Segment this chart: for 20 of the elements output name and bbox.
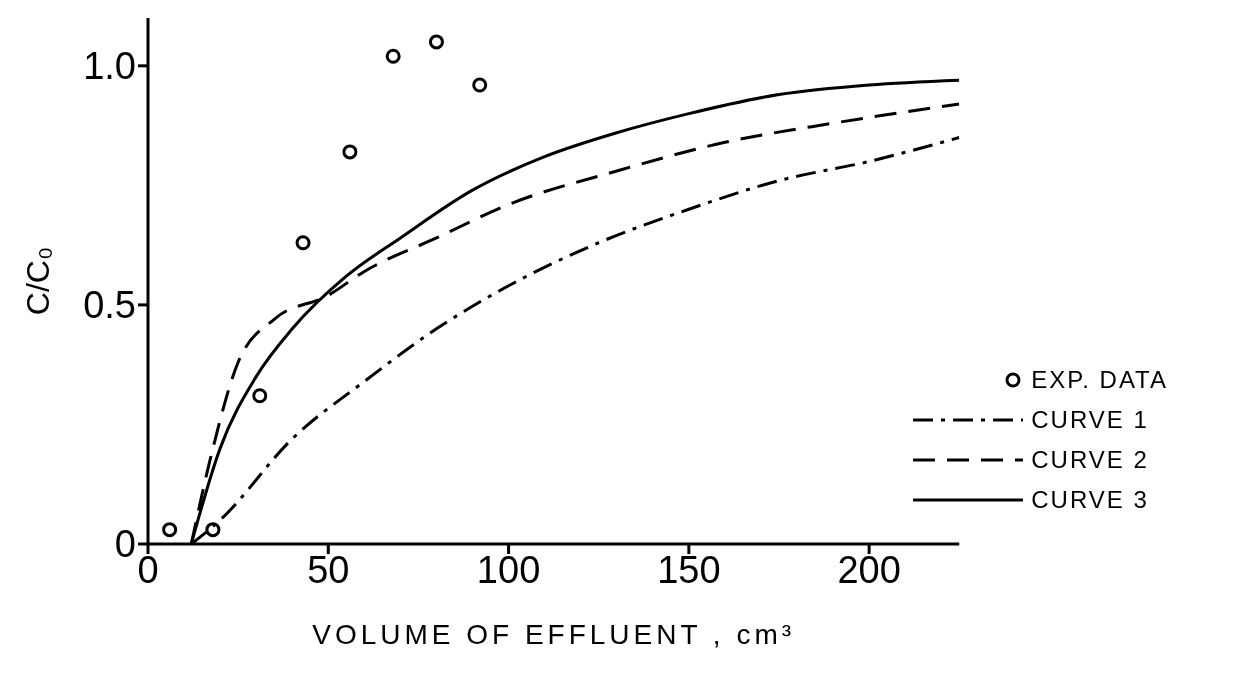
y-tick-label: 0.5	[83, 284, 136, 327]
point	[342, 144, 358, 160]
y-tick-label: 1.0	[83, 45, 136, 88]
point	[385, 48, 401, 64]
point	[295, 235, 311, 251]
x-axis-title: VOLUME OF EFFLUENT , cm³	[312, 619, 796, 650]
point	[205, 522, 221, 538]
x-tick-label: 200	[837, 548, 901, 591]
legend-label: CURVE 3	[1031, 486, 1149, 514]
legend-label: CURVE 2	[1031, 446, 1149, 474]
legend-label: CURVE 1	[1031, 406, 1149, 434]
x-tick-label: 150	[657, 548, 721, 591]
point	[252, 388, 268, 404]
point	[162, 522, 178, 538]
x-tick-label: 50	[307, 548, 350, 591]
point	[472, 77, 488, 93]
legend-label: EXP. DATA	[1031, 366, 1168, 394]
point	[428, 34, 444, 50]
y-axis-title: C/C₀	[20, 246, 57, 316]
x-tick-label: 100	[476, 548, 541, 591]
